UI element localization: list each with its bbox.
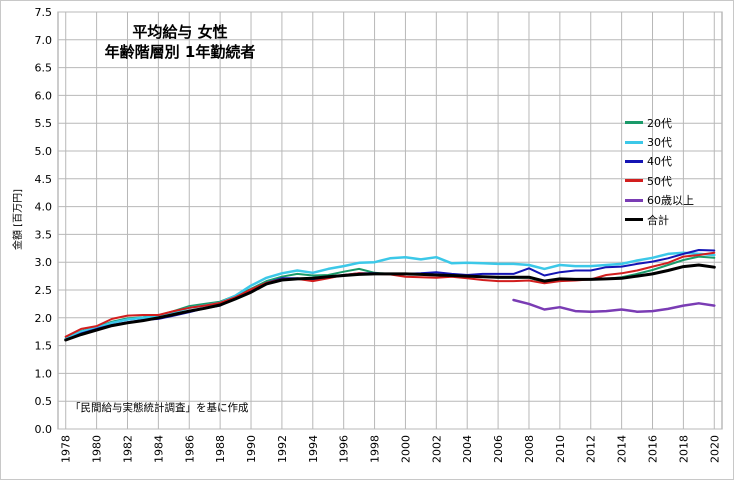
legend-label: 50代 — [647, 174, 672, 188]
plot-area — [57, 11, 723, 430]
legend-label: 20代 — [647, 116, 672, 130]
legend-swatch — [625, 140, 643, 144]
legend-swatch — [625, 218, 643, 222]
legend-item: 40代 — [625, 152, 694, 171]
y-tick-label: 0.5 — [35, 395, 53, 408]
legend-item: 30代 — [625, 132, 694, 151]
x-tick-label: 2006 — [492, 435, 505, 463]
x-tick-label: 1992 — [276, 435, 289, 463]
y-tick-label: 7.0 — [35, 34, 53, 47]
x-tick-label: 2018 — [677, 435, 690, 463]
source-note: 「民間給与実態統計調査」を基に作成 — [70, 402, 249, 414]
y-tick-label: 5.5 — [35, 117, 53, 130]
y-tick-label: 3.5 — [35, 228, 53, 241]
y-tick-label: 1.5 — [35, 340, 53, 353]
series-line-4 — [512, 298, 716, 313]
legend-label: 60歳以上 — [647, 194, 694, 208]
x-tick-label: 1984 — [152, 435, 165, 463]
legend: 20代 30代 40代 50代 60歳以上合計 — [625, 113, 694, 229]
series-line-1 — [64, 251, 716, 341]
x-tick-label: 1980 — [91, 435, 104, 463]
legend-label: 合計 — [647, 213, 669, 227]
y-tick-label: 2.5 — [35, 284, 53, 297]
y-tick-label: 1.0 — [35, 367, 53, 380]
y-tick-label: 6.5 — [35, 62, 53, 75]
legend-item: 合計 — [625, 210, 694, 229]
x-tick-label: 1996 — [338, 435, 351, 463]
y-tick-label: 6.0 — [35, 89, 53, 102]
chart-title: 平均給与 女性 年齢階層別 1年勤続者 — [70, 22, 290, 62]
legend-label: 40代 — [647, 155, 672, 169]
x-tick-label: 2020 — [708, 435, 721, 463]
legend-label: 30代 — [647, 136, 672, 150]
legend-swatch — [625, 198, 643, 202]
y-tick-label: 0.0 — [35, 423, 53, 436]
legend-item: 50代 — [625, 171, 694, 190]
y-axis-label: 金額 [百万円] — [13, 189, 24, 250]
x-tick-label: 1986 — [183, 435, 196, 463]
x-tick-label: 1982 — [121, 435, 134, 463]
x-tick-label: 2016 — [647, 435, 660, 463]
y-tick-label: 5.0 — [35, 145, 53, 158]
y-tick-label: 2.0 — [35, 312, 53, 325]
x-tick-label: 1998 — [369, 435, 382, 463]
x-tick-label: 2010 — [554, 435, 567, 463]
legend-swatch — [625, 121, 643, 125]
y-tick-label: 3.0 — [35, 256, 53, 269]
x-tick-label: 2008 — [523, 435, 536, 463]
x-tick-label: 1978 — [60, 435, 73, 463]
legend-item: 60歳以上 — [625, 191, 694, 210]
chart-title-line-1: 平均給与 女性 — [132, 23, 228, 41]
x-tick-label: 2004 — [461, 435, 474, 463]
legend-swatch — [625, 179, 643, 183]
x-tick-label: 2014 — [616, 435, 629, 463]
x-tick-label: 1994 — [307, 435, 320, 463]
x-tick-label: 2000 — [399, 435, 412, 463]
series-line-5 — [64, 263, 716, 342]
x-tick-label: 1990 — [245, 435, 258, 463]
y-tick-label: 4.5 — [35, 173, 53, 186]
y-tick-label: 7.5 — [35, 6, 53, 19]
legend-item: 20代 — [625, 113, 694, 132]
x-tick-label: 2012 — [585, 435, 598, 463]
x-tick-label: 2002 — [430, 435, 443, 463]
legend-swatch — [625, 159, 643, 163]
y-tick-label: 4.0 — [35, 201, 53, 214]
x-tick-label: 1988 — [214, 435, 227, 463]
chart-title-line-2: 年齢階層別 1年勤続者 — [104, 43, 256, 61]
